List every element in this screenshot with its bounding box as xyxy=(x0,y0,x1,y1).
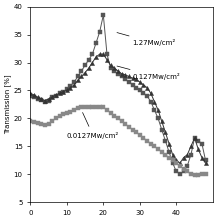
Text: 0.0127Mw/cm²: 0.0127Mw/cm² xyxy=(67,113,119,139)
Y-axis label: Transmission [%]: Transmission [%] xyxy=(4,75,11,134)
Text: 0.127Mw/cm²: 0.127Mw/cm² xyxy=(117,66,180,80)
Text: 1.27Mw/cm²: 1.27Mw/cm² xyxy=(117,33,176,46)
